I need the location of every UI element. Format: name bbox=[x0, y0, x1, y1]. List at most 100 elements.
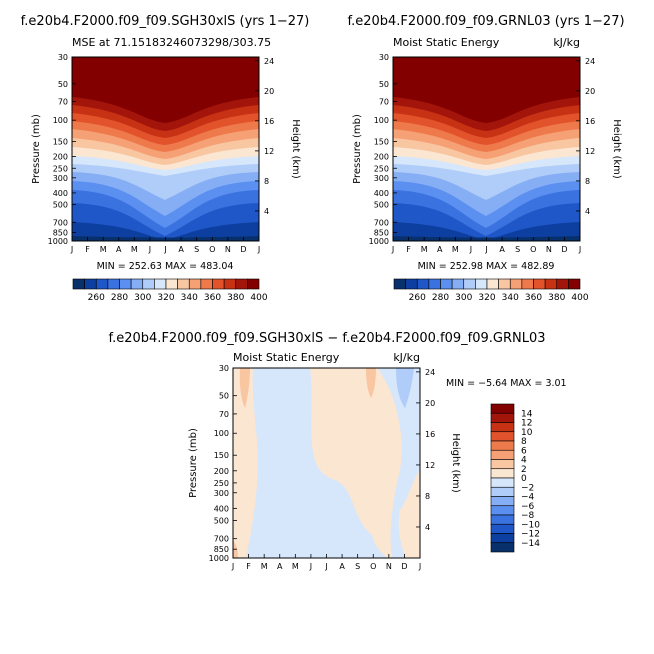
pressure-tick-label: 700 bbox=[374, 218, 389, 227]
month-tick-label: A bbox=[178, 245, 184, 254]
month-tick-label: M bbox=[100, 245, 107, 254]
month-tick-label: S bbox=[194, 245, 199, 254]
colorbar-swatch bbox=[212, 278, 225, 290]
colorbar-swatch bbox=[490, 431, 515, 442]
colorbar-swatch bbox=[490, 514, 515, 525]
colorbar-label: −6 bbox=[521, 502, 535, 512]
colorbar-label: 2 bbox=[521, 465, 527, 475]
panel-2-field bbox=[393, 57, 580, 241]
height-tick-label: 4 bbox=[425, 523, 430, 532]
panel-1: f.e20b4.F2000.f09_f09.SGH30xlS (yrs 1−27… bbox=[21, 14, 310, 303]
colorbar-label: 320 bbox=[478, 293, 495, 303]
height-tick-label: 20 bbox=[425, 399, 435, 408]
month-tick-label: N bbox=[225, 245, 231, 254]
pressure-tick-label: 150 bbox=[53, 137, 68, 146]
colorbar-swatch bbox=[490, 486, 515, 497]
colorbar-swatch bbox=[188, 278, 202, 290]
height-tick-label: 16 bbox=[425, 430, 435, 439]
colorbar-label: 8 bbox=[521, 437, 527, 447]
panel-3-subtitle-left: Moist Static Energy bbox=[233, 351, 340, 364]
colorbar-swatch bbox=[130, 278, 144, 290]
colorbar-label: −2 bbox=[521, 483, 534, 493]
colorbar-swatch bbox=[142, 278, 155, 290]
pressure-tick-label: 400 bbox=[374, 189, 389, 198]
height-tick-label: 24 bbox=[264, 57, 274, 66]
month-tick-label: J bbox=[391, 245, 394, 254]
colorbar-label: −4 bbox=[521, 493, 535, 503]
pressure-tick-label: 400 bbox=[214, 504, 229, 513]
colorbar-swatch bbox=[509, 278, 523, 290]
colorbar-swatch bbox=[154, 278, 167, 290]
colorbar-label: 400 bbox=[250, 293, 267, 303]
month-tick-label: D bbox=[240, 245, 246, 254]
colorbar-swatch bbox=[490, 523, 515, 534]
month-tick-label: J bbox=[309, 562, 312, 571]
panel-2-stats: MIN = 252.98 MAX = 482.89 bbox=[418, 261, 555, 272]
pressure-tick-label: 200 bbox=[53, 153, 68, 162]
colorbar-label: −14 bbox=[521, 539, 540, 549]
colorbar-swatch bbox=[521, 278, 534, 290]
pressure-tick-label: 850 bbox=[53, 228, 68, 237]
colorbar-label: 280 bbox=[111, 293, 128, 303]
month-tick-label: A bbox=[437, 245, 443, 254]
month-tick-label: J bbox=[148, 245, 151, 254]
month-tick-label: J bbox=[484, 245, 487, 254]
pressure-tick-label: 300 bbox=[53, 174, 68, 183]
month-tick-label: S bbox=[355, 562, 360, 571]
colorbar-swatch bbox=[533, 278, 546, 290]
colorbar-swatch bbox=[490, 459, 515, 470]
pressure-tick-label: 70 bbox=[379, 97, 389, 106]
month-tick-label: J bbox=[578, 245, 581, 254]
month-tick-label: O bbox=[209, 245, 215, 254]
colorbar-label: 360 bbox=[204, 293, 221, 303]
panel-1-title: f.e20b4.F2000.f09_f09.SGH30xlS (yrs 1−27… bbox=[21, 14, 310, 29]
panel-3-ylabel-right: Height (km) bbox=[450, 433, 461, 493]
pressure-tick-label: 1000 bbox=[209, 554, 229, 563]
height-tick-label: 8 bbox=[425, 492, 430, 501]
panel-2-subtitle-right: kJ/kg bbox=[553, 36, 580, 49]
colorbar-swatch bbox=[490, 477, 515, 488]
month-tick-label: M bbox=[292, 562, 299, 571]
colorbar-swatch bbox=[556, 278, 569, 290]
month-tick-label: F bbox=[246, 562, 251, 571]
panel-1-ylabel-right: Height (km) bbox=[290, 119, 301, 179]
month-tick-label: A bbox=[499, 245, 505, 254]
colorbar-swatch bbox=[95, 278, 109, 290]
month-tick-label: D bbox=[401, 562, 407, 571]
pressure-tick-label: 850 bbox=[214, 545, 229, 554]
pressure-tick-label: 100 bbox=[214, 429, 229, 438]
colorbar-label: −12 bbox=[521, 530, 540, 540]
height-tick-label: 4 bbox=[264, 207, 269, 216]
pressure-tick-label: 850 bbox=[374, 228, 389, 237]
height-tick-label: 20 bbox=[585, 87, 595, 96]
colorbar-swatch bbox=[247, 278, 260, 290]
colorbar-swatch bbox=[568, 278, 581, 290]
month-tick-label: D bbox=[561, 245, 567, 254]
colorbar-swatch bbox=[440, 278, 453, 290]
colorbar-swatch bbox=[72, 278, 85, 290]
pressure-tick-label: 200 bbox=[214, 467, 229, 476]
colorbar-label: 320 bbox=[157, 293, 174, 303]
month-tick-label: J bbox=[70, 245, 73, 254]
panel-3-subtitle-right: kJ/kg bbox=[393, 351, 420, 364]
colorbar-swatch bbox=[490, 505, 515, 516]
colorbar-label: 10 bbox=[521, 428, 533, 438]
month-tick-label: A bbox=[339, 562, 345, 571]
month-tick-label: A bbox=[116, 245, 122, 254]
colorbar-swatch bbox=[475, 278, 488, 290]
colorbar-label: 340 bbox=[502, 293, 519, 303]
panel-3-stats: MIN = −5.64 MAX = 3.01 bbox=[446, 378, 567, 389]
height-tick-label: 16 bbox=[264, 117, 274, 126]
colorbar-swatch bbox=[490, 440, 515, 451]
pressure-tick-label: 30 bbox=[379, 53, 389, 62]
pressure-tick-label: 1000 bbox=[48, 237, 68, 246]
height-tick-label: 20 bbox=[264, 87, 274, 96]
pressure-tick-label: 1000 bbox=[369, 237, 389, 246]
panel-1-stats: MIN = 252.63 MAX = 483.04 bbox=[97, 261, 234, 272]
colorbar-swatch bbox=[490, 412, 515, 423]
pressure-tick-label: 300 bbox=[374, 174, 389, 183]
panel-1-field bbox=[72, 57, 259, 241]
month-tick-label: O bbox=[530, 245, 536, 254]
colorbar-label: 12 bbox=[521, 419, 532, 429]
